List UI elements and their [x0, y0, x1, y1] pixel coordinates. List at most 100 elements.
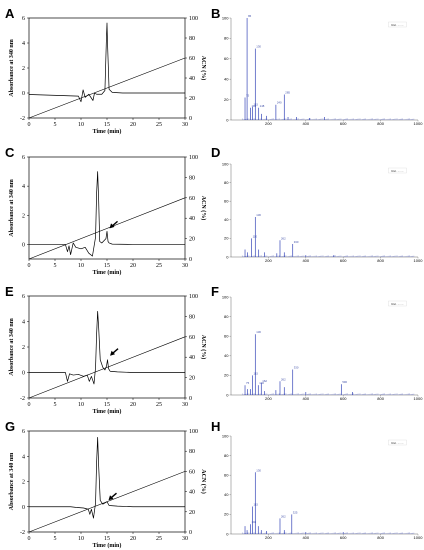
y-tick-label: 2 — [22, 345, 25, 351]
x-tick-label: 600 — [340, 121, 347, 126]
ms-panel-d: D 0 20 40 60 80 100 200 400 600 800 1000 Rel. ......… — [211, 145, 423, 263]
x-tick-label: 400 — [302, 258, 309, 263]
y-tick-label: 0 — [226, 531, 229, 536]
panel-label: C — [5, 145, 15, 160]
chromatogram-line — [29, 436, 185, 519]
x-tick-label: 200 — [265, 396, 272, 401]
y-tick-label: 2 — [22, 213, 25, 219]
peak-label: 75 — [246, 94, 250, 98]
peak-label: 285 — [285, 91, 290, 95]
peak-label: 590 — [342, 380, 347, 384]
ms-panel-f: F 0 20 40 60 80 100 200 400 600 800 1000 Rel. ......… — [211, 284, 423, 401]
y-tick-label: 40 — [224, 492, 229, 497]
y-tick-label: 20 — [224, 373, 229, 378]
panel-label: B — [211, 6, 220, 21]
legend-box — [388, 439, 407, 446]
x-tick-label: 0 — [28, 402, 31, 408]
y-tick-label: 100 — [222, 15, 229, 20]
x-tick-label: 30 — [182, 536, 188, 542]
peak-label: 330 — [294, 366, 299, 370]
y2-tick-label: 60 — [189, 56, 195, 62]
y-tick-label: 0 — [22, 242, 25, 248]
peak-label: 262 — [281, 514, 286, 518]
ms-panel-h: H 0 20 40 60 80 100 200 400 600 800 1000 Rel. ......… — [211, 419, 423, 540]
peak-label: 330 — [294, 240, 299, 244]
peak-label: 104 — [251, 104, 256, 108]
y2-tick-label: 40 — [189, 355, 195, 361]
x-tick-label: 5 — [54, 536, 57, 542]
gradient-line — [28, 57, 186, 119]
panel-label: G — [5, 419, 15, 434]
chromatogram-line — [28, 22, 185, 103]
x-tick-label: 600 — [340, 396, 347, 401]
y-tick-label: 2 — [22, 480, 25, 486]
x-tick-label: 20 — [130, 122, 136, 128]
peak-label: 262 — [281, 236, 286, 240]
x-tick-label: 600 — [340, 535, 347, 540]
x-tick-label: 20 — [130, 536, 136, 542]
y2-tick-label: 60 — [189, 196, 195, 202]
y-axis-label: Absorbance at 340 nm — [9, 318, 15, 376]
y-tick-label: 80 — [224, 453, 229, 458]
y-tick-label: 60 — [224, 56, 229, 61]
gradient-line — [28, 197, 186, 260]
peak-label: 148 — [260, 104, 265, 108]
ms-panel-b: B 0 20 40 60 80 100 200 400 600 800 1000 Rel. ......… — [211, 6, 423, 126]
x-tick-label: 10 — [78, 402, 84, 408]
y-tick-label: 4 — [22, 320, 25, 326]
y-tick-label: 0 — [226, 254, 229, 259]
panel-label: E — [5, 284, 14, 299]
y-tick-label: 40 — [224, 77, 229, 82]
y2-tick-label: 20 — [189, 237, 195, 243]
y-tick-label: 0 — [22, 371, 25, 377]
peak-label: 104 — [251, 520, 256, 524]
gradient-line — [28, 336, 186, 399]
y-tick-label: 4 — [22, 41, 25, 47]
x-tick-label: 0 — [28, 263, 31, 269]
x-tick-label: 200 — [265, 258, 272, 263]
peak-label: 130 — [256, 213, 261, 217]
y-tick-label: 4 — [22, 454, 25, 460]
y-tick-label: -2 — [20, 396, 25, 402]
y-tick-label: 0 — [226, 392, 229, 397]
x-tick-label: 30 — [182, 263, 188, 269]
y2-tick-label: 60 — [189, 335, 195, 341]
peak-label: 162 — [262, 379, 267, 383]
y-tick-label: 6 — [22, 155, 25, 161]
x-tick-label: 25 — [156, 122, 162, 128]
y2-tick-label: 0 — [189, 530, 192, 536]
x-tick-label: 800 — [377, 258, 384, 263]
y-tick-label: 60 — [224, 473, 229, 478]
x-tick-label: 1000 — [414, 258, 424, 263]
y-tick-label: 60 — [224, 199, 229, 204]
x-tick-label: 0 — [28, 536, 31, 542]
panel-label: D — [211, 145, 220, 160]
panel-label: A — [5, 6, 15, 21]
peak-label: 146 — [259, 381, 264, 385]
peak-label: 115 — [254, 503, 259, 507]
x-axis-label: Time (min) — [93, 269, 122, 276]
y-tick-label: 6 — [22, 294, 25, 300]
legend-text: Rel. ....... — [391, 441, 403, 445]
legend-text: Rel. ....... — [391, 23, 403, 27]
peak-label: 115 — [254, 103, 259, 107]
y-tick-label: 0 — [226, 117, 229, 122]
peak-label: 262 — [281, 377, 286, 381]
x-tick-label: 10 — [78, 122, 84, 128]
plot-frame — [28, 156, 186, 260]
peak-label: 130 — [256, 330, 261, 334]
x-tick-label: 5 — [54, 263, 57, 269]
x-tick-label: 15 — [104, 536, 110, 542]
y2-axis-label: ACN (%) — [200, 335, 207, 360]
peak-label: 86 — [248, 14, 252, 18]
y-axis-label: Absorbance at 340 nm — [9, 39, 15, 97]
y-tick-label: 80 — [224, 36, 229, 41]
x-tick-label: 5 — [54, 402, 57, 408]
y-tick-label: 20 — [224, 236, 229, 241]
arrow-head — [110, 350, 116, 356]
y-tick-label: 100 — [222, 161, 229, 166]
